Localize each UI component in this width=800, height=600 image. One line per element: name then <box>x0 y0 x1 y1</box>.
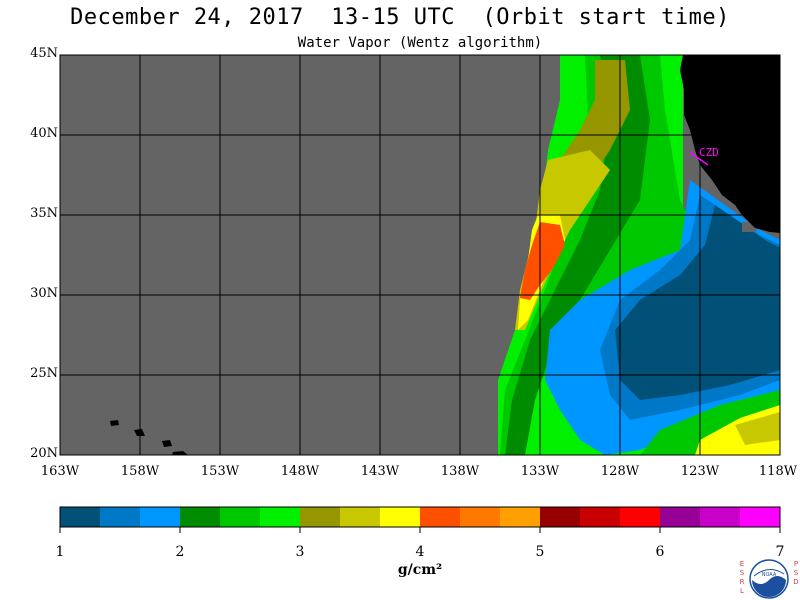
chart-title: December 24, 2017 13-15 UTC (Orbit start… <box>70 5 730 30</box>
colorbar-swatch <box>220 507 261 527</box>
band-orange <box>520 222 565 300</box>
colorbar-tick-label: 6 <box>655 544 665 560</box>
colorbar-swatch <box>580 507 621 527</box>
island-hawaii <box>172 451 188 455</box>
colorbar-swatch <box>340 507 381 527</box>
longitude-label: 118W <box>758 464 798 479</box>
latitude-label: 40N <box>30 126 58 141</box>
latitude-label: 25N <box>30 366 58 381</box>
colorbar-swatch <box>740 507 781 527</box>
colorbar-swatch <box>180 507 221 527</box>
colorbar-tick-label: 1 <box>55 544 65 560</box>
band-se-olive <box>735 412 780 445</box>
water-vapor-field <box>110 55 780 455</box>
colorbar-tick-label: 4 <box>415 544 425 560</box>
island-kauai <box>110 420 119 426</box>
longitude-label: 163W <box>40 464 80 479</box>
band-blue-dark <box>615 205 780 400</box>
coastal-no-data <box>742 222 756 232</box>
colorbar-swatch <box>60 507 101 527</box>
latitude-label: 30N <box>30 286 58 301</box>
colorbar-tick-label: 3 <box>295 544 305 560</box>
colorbar-units: g/cm² <box>397 562 443 578</box>
latitude-label: 45N <box>30 46 58 61</box>
latitude-label: 20N <box>30 446 58 461</box>
colorbar-swatch <box>540 507 581 527</box>
colorbar-swatch <box>300 507 341 527</box>
latitude-label: 35N <box>30 206 58 221</box>
colorbar-swatch <box>500 507 541 527</box>
colorbar <box>59 506 781 533</box>
colorbar-swatch <box>460 507 501 527</box>
longitude-label: 138W <box>440 464 480 479</box>
longitude-label: 153W <box>200 464 240 479</box>
logo-center-text: NOAA <box>762 572 777 578</box>
colorbar-swatch <box>620 507 661 527</box>
colorbar-tick-label: 7 <box>775 544 785 560</box>
noaa-logo-icon: NOAA <box>749 559 789 599</box>
colorbar-swatch <box>420 507 461 527</box>
longitude-label: 148W <box>280 464 320 479</box>
longitude-label: 158W <box>120 464 160 479</box>
chart-subtitle: Water Vapor (Wentz algorithm) <box>297 35 543 51</box>
land-mass <box>680 55 780 233</box>
colorbar-tick-label: 2 <box>175 544 185 560</box>
longitude-label: 133W <box>520 464 560 479</box>
station-marker: CZD <box>689 146 719 166</box>
island-maui <box>162 440 172 447</box>
longitude-label: 128W <box>600 464 640 479</box>
longitude-label: 143W <box>360 464 400 479</box>
band-green-dark <box>505 55 650 455</box>
longitude-label: 123W <box>680 464 720 479</box>
colorbar-swatch <box>660 507 701 527</box>
colorbar-swatch <box>700 507 741 527</box>
colorbar-tick-label: 5 <box>535 544 545 560</box>
map-border <box>59 54 781 456</box>
colorbar-swatch <box>100 507 141 527</box>
colorbar-swatch <box>260 507 301 527</box>
colorbar-swatch <box>140 507 181 527</box>
colorbar-swatch <box>380 507 421 527</box>
station-label: CZD <box>699 146 719 159</box>
